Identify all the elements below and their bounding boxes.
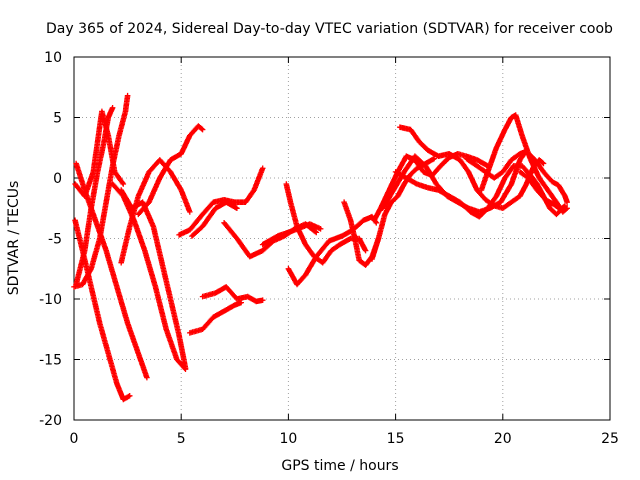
series-arc-1 [72,217,133,403]
data-point-markers [176,165,266,238]
series-arc-26 [517,169,568,213]
x-tick-label: 15 [387,431,405,447]
series-arc-7 [135,123,206,218]
y-axis-label: SDTVAR / TECUs [6,181,22,296]
y-tick-label: 0 [53,171,62,187]
y-tick-label: -15 [39,353,62,369]
chart-title: Day 365 of 2024, Sidereal Day-to-day VTE… [46,21,613,37]
x-tick-label: 5 [177,431,186,447]
series-arc-5 [72,108,127,199]
data-point-markers [72,217,133,403]
series-arc-11 [189,199,240,239]
y-tick-label: 5 [53,111,62,127]
data-point-markers [517,169,568,213]
data-point-markers [109,181,189,372]
x-tick-label: 25 [601,431,619,447]
series-arc-9 [109,181,189,372]
x-tick-label: 10 [279,431,297,447]
data-point-markers [259,221,324,248]
data-point-markers [135,123,206,218]
data-point-markers [189,199,240,239]
y-tick-label: -10 [39,292,62,308]
y-tick-label: -20 [39,413,62,429]
data-point-markers [187,299,244,336]
x-tick-label: 0 [70,431,79,447]
y-tick-label: -5 [48,232,62,248]
y-tick-label: 10 [44,50,62,66]
data-points [71,92,570,403]
series-arc-13 [199,284,266,305]
x-axis-label: GPS time / hours [281,458,398,474]
data-point-markers [72,108,127,199]
data-point-markers [199,284,266,305]
series-arc-10 [176,165,266,238]
series-arc-25 [478,112,570,215]
y-tick-labels: -20 -15 -10 -5 0 5 10 [39,50,62,429]
x-tick-label: 20 [494,431,512,447]
series-arc-12 [187,299,244,336]
series-arc-15 [259,221,324,248]
data-point-markers [478,112,570,215]
x-tick-labels: 0 5 10 15 20 25 [70,431,619,447]
